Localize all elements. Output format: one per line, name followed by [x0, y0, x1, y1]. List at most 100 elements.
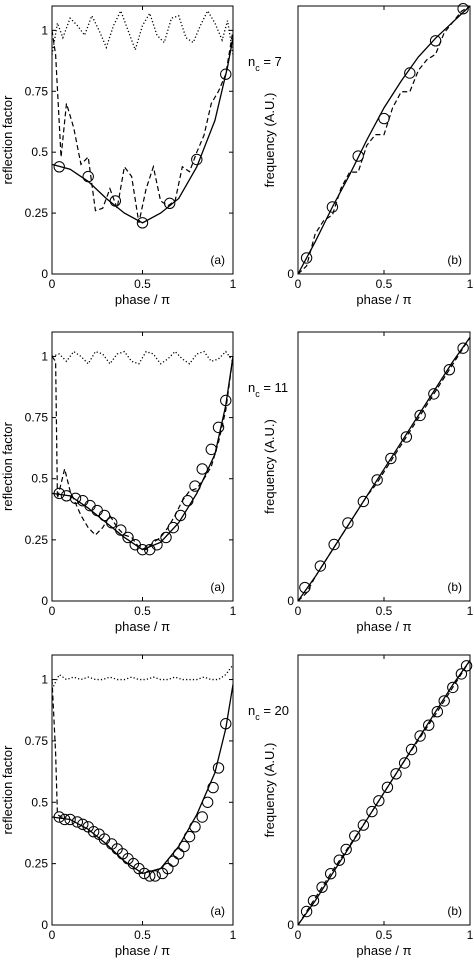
circle-marker: [404, 67, 416, 79]
circle-marker: [438, 695, 450, 707]
circle-marker: [115, 524, 127, 536]
y-tick-label: 0: [41, 918, 48, 932]
circle-marker: [183, 830, 196, 843]
plot-frame: [51, 331, 234, 602]
circle-marker: [378, 112, 390, 125]
circle-marker: [98, 509, 111, 522]
circle-marker: [189, 821, 201, 833]
y-tick-label: 0.75: [25, 411, 49, 425]
x-tick-label: 0: [49, 277, 56, 291]
solid-line-series: [51, 37, 234, 224]
panel-label: (a): [210, 253, 225, 267]
circle-marker: [162, 862, 174, 875]
y-axis-label: frequency (A.U.): [262, 743, 277, 838]
circle-marker: [220, 394, 232, 407]
circle-marker: [340, 843, 352, 856]
x-tick-label: 1: [467, 604, 474, 618]
circle-marker: [400, 431, 413, 443]
circle-marker: [428, 388, 440, 400]
circle-marker: [71, 816, 84, 828]
circle-marker: [196, 463, 208, 475]
circle-marker: [191, 153, 203, 166]
circle-marker: [138, 867, 151, 880]
circle-marker: [205, 443, 217, 456]
y-tick-label: 0.25: [25, 533, 49, 547]
circle-marker: [77, 818, 89, 831]
circle-marker: [385, 452, 397, 465]
circle-marker: [178, 840, 190, 853]
dashed-line-series: [51, 679, 67, 818]
circle-marker: [390, 768, 402, 780]
dashed-line-series: [51, 30, 234, 223]
circle-marker: [414, 730, 426, 742]
x-axis-label: phase / π: [356, 943, 411, 958]
x-axis-label: phase / π: [356, 292, 411, 307]
circle-marker: [300, 905, 313, 918]
dashed-line-series: [51, 356, 234, 551]
circle-marker: [373, 795, 385, 807]
circle-marker: [167, 521, 179, 534]
circle-marker: [53, 161, 65, 173]
circle-marker: [460, 660, 473, 672]
plot-frame: [297, 331, 471, 602]
x-tick-label: 0.5: [134, 604, 151, 618]
solid-line-series: [51, 684, 234, 875]
x-axis-label: phase / π: [115, 619, 170, 634]
solid-line-series: [297, 660, 471, 926]
circle-marker: [160, 531, 172, 544]
circle-marker: [357, 495, 370, 508]
circle-marker: [207, 781, 219, 794]
x-axis-label: phase / π: [115, 943, 170, 958]
y-axis-label: reflection factor: [0, 95, 15, 185]
circle-marker: [201, 796, 214, 808]
circle-marker: [53, 811, 65, 823]
dotted-line-series: [51, 664, 234, 690]
circle-marker: [182, 495, 194, 507]
panel-label: (b): [447, 904, 462, 918]
circle-marker: [357, 819, 370, 831]
circle-marker: [447, 681, 459, 694]
circle-marker: [414, 409, 426, 422]
circle-marker: [455, 668, 468, 680]
circle-marker: [87, 826, 100, 838]
circle-marker: [405, 743, 418, 756]
circle-marker: [58, 813, 71, 826]
circle-marker: [307, 895, 320, 907]
panel-label: (b): [447, 580, 462, 594]
circle-marker: [136, 543, 149, 556]
circle-marker: [122, 531, 134, 544]
circle-marker: [144, 870, 156, 882]
chart-panel-4: 0 0.5 1 0 0.25 0.5 0.75 1 phase / π reflection fa…: [0, 654, 237, 958]
y-tick-label: 1: [41, 673, 48, 687]
dotted-line-series: [51, 350, 234, 365]
chart-panel-5: 0 0.5 1 0 phase / π frequency (A.U.) (b) nc = 2…: [248, 654, 474, 958]
circle-marker: [220, 718, 232, 730]
panel-label: (a): [210, 580, 225, 594]
circle-marker: [328, 538, 340, 551]
y-tick-label: 0.25: [25, 857, 49, 871]
circle-marker: [109, 195, 122, 207]
y-axis-label: reflection factor: [0, 745, 15, 835]
circle-marker: [300, 252, 313, 264]
x-tick-label: 0.5: [134, 928, 151, 942]
y-tick-label: 1: [41, 349, 48, 363]
chart-panel-3: 0 0.5 1 0 phase / π frequency (A.U.) (b) nc = 1…: [248, 331, 474, 634]
circle-marker: [82, 170, 94, 183]
circle-marker: [64, 813, 76, 826]
x-tick-label: 0.5: [376, 604, 393, 618]
circle-marker: [398, 757, 411, 769]
x-tick-label: 0.5: [376, 277, 393, 291]
x-axis-label: phase / π: [356, 619, 411, 634]
x-tick-label: 0: [295, 277, 302, 291]
circle-marker: [324, 868, 337, 880]
circle-marker: [333, 854, 345, 866]
circle-marker: [167, 855, 179, 867]
nc-annotation: nc = 20: [248, 703, 289, 722]
plot-frame: [51, 5, 234, 275]
circle-marker: [149, 870, 161, 882]
dashed-line-series: [297, 337, 471, 602]
circle-marker: [371, 474, 383, 486]
chart-panel-0: 0 0.5 1 0 0.25 0.5 0.75 1 phase / π reflection fa…: [0, 5, 237, 307]
x-tick-label: 1: [467, 277, 474, 291]
chart-panel-1: 0 0.5 1 0 phase / π frequency (A.U.) (b) nc = 7: [248, 2, 474, 307]
